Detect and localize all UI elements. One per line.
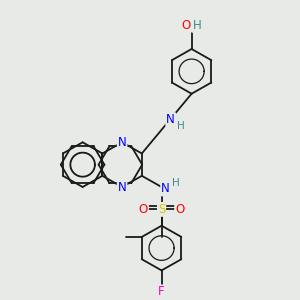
Text: N: N — [118, 136, 127, 149]
Text: O: O — [175, 203, 184, 216]
Text: F: F — [158, 285, 165, 298]
Text: H: H — [172, 178, 179, 188]
Text: H: H — [177, 121, 184, 130]
Text: H: H — [193, 19, 202, 32]
Text: N: N — [161, 182, 170, 195]
Text: N: N — [166, 113, 175, 126]
Text: O: O — [181, 19, 190, 32]
Text: N: N — [118, 181, 127, 194]
Text: S: S — [158, 203, 165, 216]
Text: O: O — [139, 203, 148, 216]
